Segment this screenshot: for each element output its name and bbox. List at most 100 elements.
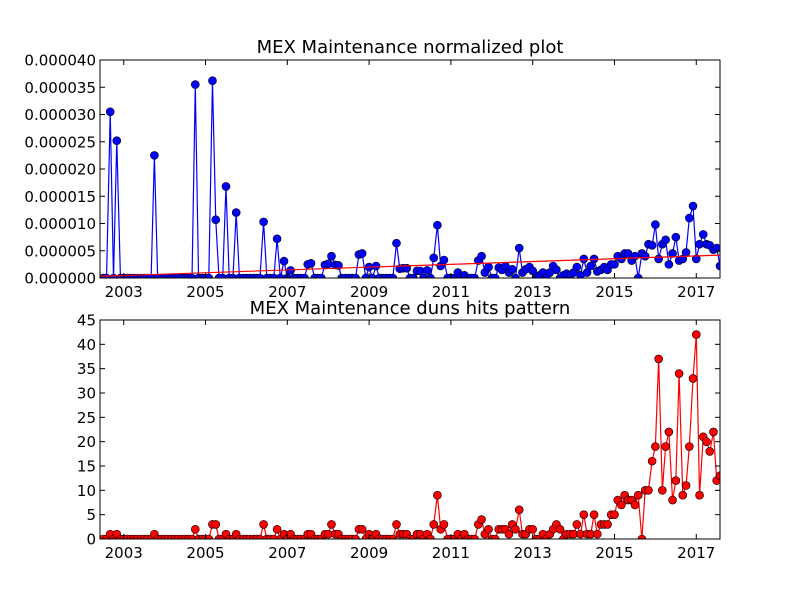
data-point-normalized <box>368 273 377 278</box>
data-point-normalized <box>647 241 657 250</box>
data-point-duns-hits <box>593 529 602 539</box>
data-point-duns-hits <box>426 534 435 539</box>
data-point-duns-hits <box>439 520 449 529</box>
data-point-normalized <box>105 107 115 117</box>
data-point-normalized <box>392 238 401 248</box>
x-tick-label-normalized: 2011 <box>432 283 470 301</box>
data-point-duns-hits <box>269 534 279 539</box>
data-point-normalized <box>361 273 371 278</box>
data-point-duns-hits <box>691 330 701 339</box>
data-point-normalized <box>371 261 381 271</box>
y-tick-label-duns-hits: 40 <box>77 336 96 354</box>
duns-hits-panel: MEX Maintenance duns hits pattern 2003 20… <box>77 298 721 562</box>
data-point-normalized <box>259 217 268 227</box>
data-point-normalized <box>579 254 589 264</box>
data-point-duns-hits <box>433 490 442 500</box>
data-point-normalized <box>316 273 326 278</box>
data-point-duns-hits <box>357 524 367 534</box>
data-point-normalized <box>715 261 720 271</box>
data-point-duns-hits <box>351 534 360 539</box>
data-point-duns-hits <box>664 427 674 437</box>
data-point-duns-hits <box>678 490 688 500</box>
data-point-normalized <box>272 234 282 244</box>
trend-line-normalized <box>100 254 720 277</box>
data-point-normalized <box>351 273 360 278</box>
data-point-normalized <box>633 273 643 278</box>
data-point-normalized <box>671 232 681 242</box>
data-point-duns-hits <box>528 524 537 534</box>
data-point-duns-hits <box>470 534 479 539</box>
data-point-duns-hits <box>511 524 520 534</box>
data-point-normalized <box>279 256 289 266</box>
data-point-normalized <box>439 255 449 265</box>
y-tick-label-duns-hits: 45 <box>77 312 96 330</box>
data-point-duns-hits <box>392 520 401 529</box>
data-point-duns-hits <box>579 510 589 519</box>
data-point-duns-hits <box>633 490 643 500</box>
y-tick-label-normalized: 0.000030 <box>24 106 96 124</box>
data-point-normalized <box>490 273 500 278</box>
data-point-normalized <box>712 243 720 253</box>
data-point-normalized <box>470 273 479 278</box>
data-point-duns-hits <box>572 520 582 529</box>
data-point-normalized <box>514 243 524 253</box>
chart-title-normalized: MEX Maintenance normalized plot <box>257 37 564 58</box>
data-point-normalized <box>429 253 439 263</box>
data-point-duns-hits <box>388 534 398 539</box>
normalized-plot-area <box>100 76 720 278</box>
y-tick-label-normalized: 0.000005 <box>24 242 96 260</box>
data-point-normalized <box>408 273 418 278</box>
y-tick-label-normalized: 0.000040 <box>24 52 96 70</box>
data-point-duns-hits <box>661 442 670 451</box>
x-tick-label-normalized: 2013 <box>514 283 552 301</box>
data-point-duns-hits <box>644 486 653 495</box>
y-tick-label-duns-hits: 10 <box>77 482 96 500</box>
x-tick-label-normalized: 2007 <box>268 283 306 301</box>
data-point-normalized <box>306 258 316 268</box>
data-point-normalized <box>582 268 592 277</box>
data-point-duns-hits <box>504 529 514 539</box>
data-point-normalized <box>422 266 432 275</box>
y-tick-label-duns-hits: 20 <box>77 433 96 451</box>
data-point-duns-hits <box>484 524 493 534</box>
data-point-normalized <box>211 215 221 224</box>
data-point-normalized <box>651 220 660 229</box>
data-point-duns-hits <box>429 520 439 529</box>
data-point-duns-hits <box>702 437 711 446</box>
data-point-duns-hits <box>617 500 626 510</box>
y-tick-label-duns-hits: 0 <box>86 531 96 549</box>
data-point-normalized <box>688 201 698 211</box>
y-tick-label-duns-hits: 25 <box>77 409 96 427</box>
data-point-normalized <box>484 262 493 272</box>
y-tick-label-normalized: 0.000025 <box>24 133 96 151</box>
data-point-normalized <box>654 254 663 264</box>
x-tick-label-duns-hits: 2003 <box>105 544 143 562</box>
duns-hits-plot-area <box>100 330 720 539</box>
data-point-normalized <box>668 249 677 258</box>
data-point-normalized <box>572 262 582 272</box>
data-point-normalized <box>269 273 279 278</box>
data-point-duns-hits <box>555 524 565 534</box>
y-tick-label-duns-hits: 30 <box>77 385 96 403</box>
data-point-normalized <box>664 260 674 269</box>
x-tick-label-duns-hits: 2007 <box>268 544 306 562</box>
ticks-normalized: 2003 2005 2007 2009 2011 2013 2015 2017 0.000000… <box>24 52 720 301</box>
x-tick-label-duns-hits: 2009 <box>350 544 388 562</box>
data-point-normalized <box>300 273 309 278</box>
data-point-duns-hits <box>695 490 704 500</box>
data-point-duns-hits <box>190 524 200 534</box>
data-point-duns-hits <box>651 442 660 451</box>
data-point-duns-hits <box>490 534 500 539</box>
x-tick-label-normalized: 2005 <box>186 283 224 301</box>
data-point-normalized <box>228 273 238 278</box>
data-point-normalized <box>255 273 265 278</box>
data-point-duns-hits <box>681 481 691 490</box>
data-point-normalized <box>190 80 200 89</box>
data-point-duns-hits <box>255 534 265 539</box>
data-point-duns-hits <box>610 510 619 519</box>
data-point-duns-hits <box>688 374 698 383</box>
x-tick-label-normalized: 2009 <box>350 283 388 301</box>
y-tick-label-normalized: 0.000010 <box>24 215 96 233</box>
data-point-normalized <box>552 265 561 275</box>
